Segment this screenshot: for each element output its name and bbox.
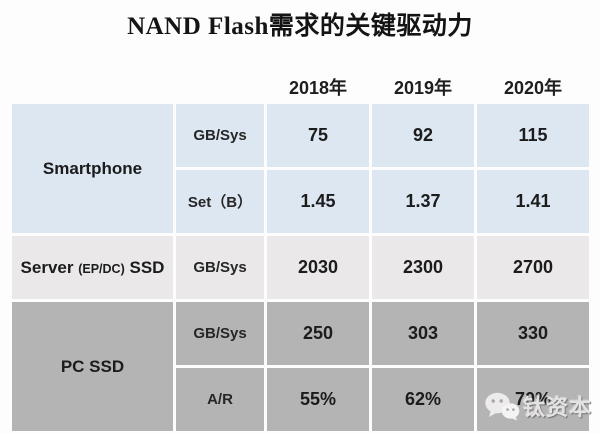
category-server-label: Server bbox=[20, 257, 74, 277]
category-pc-ssd: PC SSD bbox=[12, 302, 173, 431]
header-spacer bbox=[12, 73, 264, 101]
category-server-ssd: Server (EP/DC) SSD bbox=[12, 236, 173, 299]
category-server-suffix: SSD bbox=[129, 257, 165, 277]
year-header-row: 2018年 2019年 2020年 bbox=[12, 73, 589, 101]
table-row: PC SSD GB/Sys 250 303 330 bbox=[12, 302, 589, 431]
table-row: A/R 55% 62% 70% bbox=[12, 368, 589, 431]
value-smartphone-gbsys-2020: 115 bbox=[477, 104, 589, 167]
table-row: Set（B） 1.45 1.37 1.41 bbox=[12, 170, 589, 233]
value-server-gbsys-2020: 2700 bbox=[477, 236, 589, 299]
metric-server-gbsys: GB/Sys bbox=[176, 236, 264, 299]
category-server-note: (EP/DC) bbox=[78, 261, 125, 276]
value-server-gbsys-2019: 2300 bbox=[372, 236, 474, 299]
value-smartphone-set-2020: 1.41 bbox=[477, 170, 589, 233]
metric-pcssd-gbsys: GB/Sys bbox=[176, 302, 264, 365]
category-smartphone: Smartphone bbox=[12, 104, 173, 233]
nand-demand-table: 2018年 2019年 2020年 Smartphone GB/Sys 75 9… bbox=[9, 70, 592, 434]
table-row: Smartphone GB/Sys 75 92 115 bbox=[12, 104, 589, 233]
page-title: NAND Flash需求的关键驱动力 bbox=[127, 13, 473, 40]
col-header-2019: 2019年 bbox=[393, 78, 453, 98]
value-pcssd-ar-2019: 62% bbox=[372, 368, 474, 431]
value-pcssd-gbsys-2020: 330 bbox=[477, 302, 589, 365]
value-smartphone-gbsys-2018: 75 bbox=[267, 104, 369, 167]
value-pcssd-gbsys-2018: 250 bbox=[267, 302, 369, 365]
col-header-2018: 2018年 bbox=[288, 78, 348, 98]
value-smartphone-set-2018: 1.45 bbox=[267, 170, 369, 233]
metric-smartphone-set: Set（B） bbox=[176, 170, 264, 233]
value-smartphone-gbsys-2019: 92 bbox=[372, 104, 474, 167]
value-pcssd-ar-2020: 70% bbox=[477, 368, 589, 431]
metric-pcssd-ar: A/R bbox=[176, 368, 264, 431]
metric-smartphone-gbsys: GB/Sys bbox=[176, 104, 264, 167]
table-row: Server (EP/DC) SSD GB/Sys 2030 2300 2700 bbox=[12, 236, 589, 299]
value-pcssd-gbsys-2019: 303 bbox=[372, 302, 474, 365]
value-server-gbsys-2018: 2030 bbox=[267, 236, 369, 299]
value-smartphone-set-2019: 1.37 bbox=[372, 170, 474, 233]
col-header-2020: 2020年 bbox=[503, 78, 563, 98]
value-pcssd-ar-2018: 55% bbox=[267, 368, 369, 431]
